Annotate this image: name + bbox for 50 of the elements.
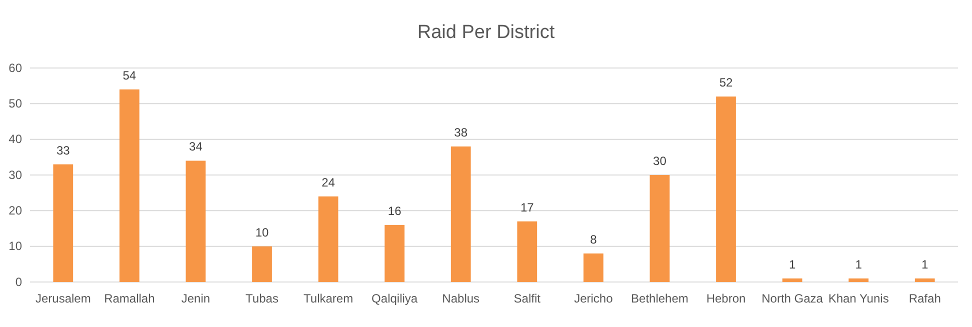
bar (53, 164, 74, 282)
bar (252, 246, 272, 282)
data-label: 38 (454, 125, 468, 140)
bar (119, 89, 140, 282)
data-label: 10 (255, 225, 269, 240)
data-label: 52 (719, 76, 733, 90)
x-tick-label: Jerusalem (35, 292, 91, 306)
x-tick-label: Qalqiliya (372, 292, 418, 306)
data-label: 1 (855, 257, 862, 272)
bar (650, 175, 670, 282)
data-label: 1 (788, 257, 796, 272)
data-label: 24 (322, 175, 336, 190)
data-label: 16 (388, 204, 402, 218)
y-tick-label: 40 (8, 132, 22, 146)
x-tick-label: Tubas (246, 292, 278, 306)
x-tick-label: Ramallah (104, 292, 155, 306)
x-tick-label: Tulkarem (303, 292, 354, 306)
y-tick-label: 20 (8, 204, 22, 218)
bar (782, 278, 802, 282)
bar (318, 196, 338, 282)
x-tick-label: Salfit (514, 292, 542, 306)
data-label: 33 (56, 143, 70, 158)
data-label: 30 (653, 154, 667, 168)
bar (384, 224, 405, 282)
chart-title: Raid Per District (417, 22, 556, 43)
y-tick-label: 10 (8, 239, 22, 254)
bar (716, 96, 736, 282)
y-tick-label: 60 (8, 60, 22, 75)
bar (517, 221, 538, 282)
y-tick-label: 50 (8, 96, 22, 111)
bar (450, 146, 471, 282)
x-tick-label: Jenin (181, 292, 210, 306)
bar (583, 253, 604, 282)
data-label: 1 (922, 257, 929, 272)
bar (914, 278, 935, 282)
x-tick-label: Khan Yunis (828, 292, 889, 306)
bar (848, 278, 869, 282)
y-tick-label: 30 (8, 168, 22, 182)
data-label: 17 (520, 200, 534, 214)
x-tick-label: North Gaza (762, 292, 824, 306)
y-tick-label: 0 (15, 274, 22, 289)
x-tick-label: Nablus (442, 292, 480, 306)
x-tick-label: Jericho (574, 292, 614, 306)
data-label: 34 (189, 140, 203, 154)
x-tick-label: Bethlehem (631, 292, 688, 306)
x-tick-label: Hebron (706, 292, 746, 306)
bar (186, 160, 206, 282)
data-label: 54 (122, 68, 136, 82)
x-tick-label: Rafah (908, 292, 941, 306)
data-label: 8 (590, 232, 598, 246)
